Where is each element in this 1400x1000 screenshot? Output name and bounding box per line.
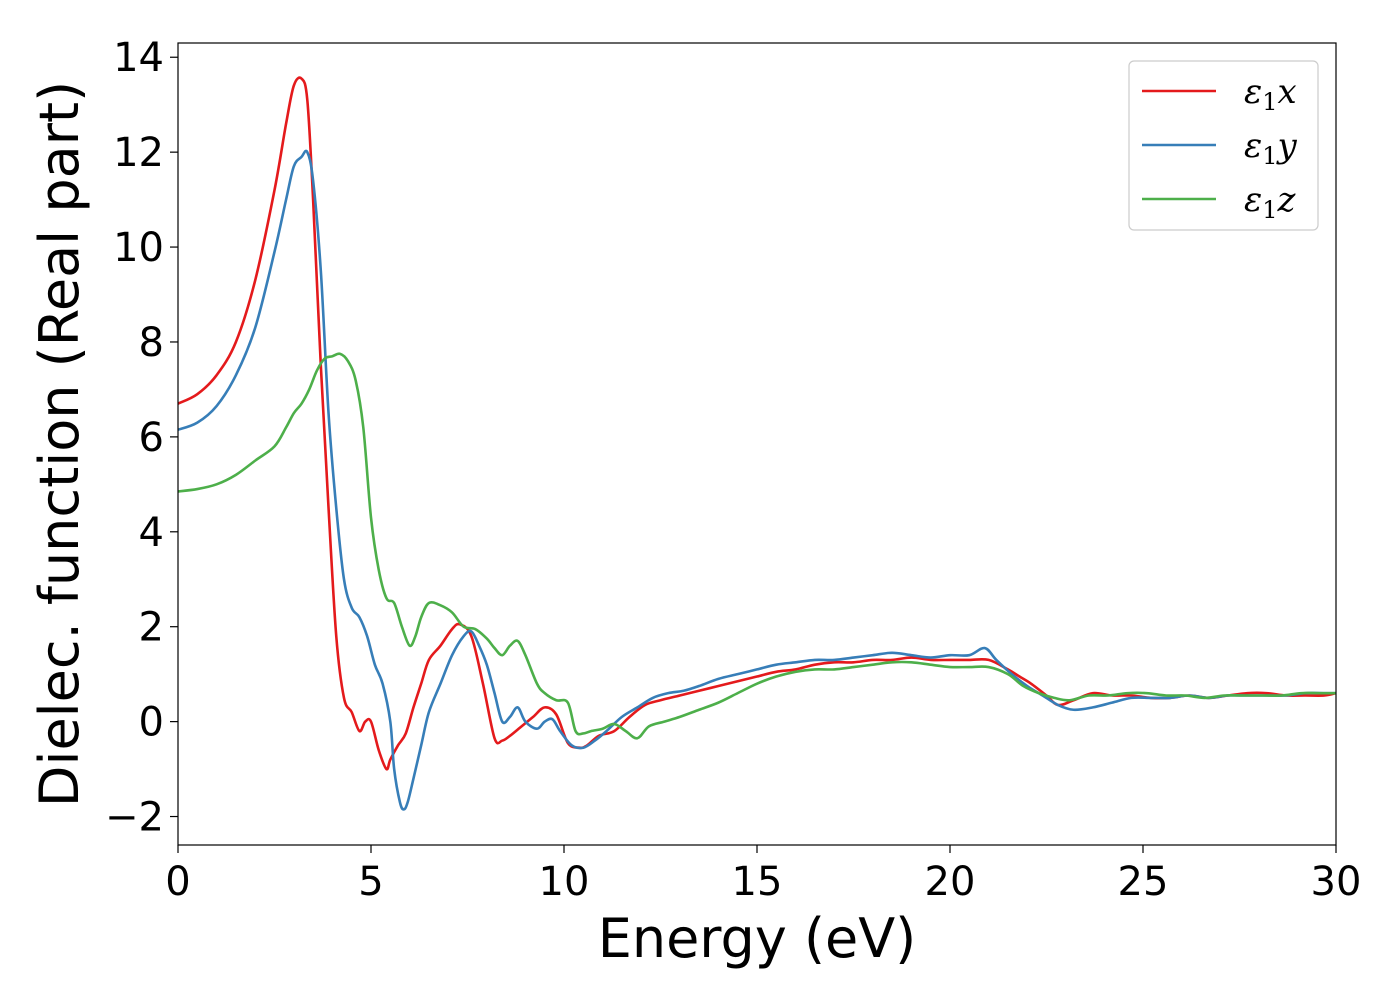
y-tick-label: 2 xyxy=(139,605,164,651)
x-tick-label: 10 xyxy=(539,859,590,905)
series-line-z xyxy=(178,352,1336,740)
x-tick-label: 20 xyxy=(925,859,976,905)
y-tick-label: 12 xyxy=(113,130,164,176)
x-tick-label: 25 xyxy=(1118,859,1169,905)
y-tick-label: 4 xyxy=(139,510,164,556)
x-tick-label: 30 xyxy=(1311,859,1362,905)
legend: ε1x ε1y ε1z xyxy=(1128,60,1319,231)
y-tick-label: −2 xyxy=(105,795,164,841)
y-tick-label: 0 xyxy=(139,700,164,746)
y-axis: −2 0 2 4 6 8 10 12 14 xyxy=(105,35,178,841)
y-tick-label: 8 xyxy=(139,320,164,366)
lines-layer xyxy=(178,76,1336,811)
legend-label-y: ε1y xyxy=(1244,126,1298,170)
x-axis-label: Energy (eV) xyxy=(598,907,917,970)
series-line-y xyxy=(178,149,1336,811)
y-axis-label: Dielec. function (Real part) xyxy=(28,81,91,807)
legend-label-z: ε1z xyxy=(1244,180,1297,224)
legend-label-x: ε1x xyxy=(1244,72,1297,116)
x-tick-label: 5 xyxy=(358,859,383,905)
y-tick-label: 6 xyxy=(139,415,164,461)
y-tick-label: 10 xyxy=(113,225,164,271)
x-axis: 0 5 10 15 20 25 30 xyxy=(165,845,1361,905)
x-tick-label: 0 xyxy=(165,859,190,905)
x-tick-label: 15 xyxy=(732,859,783,905)
legend-box xyxy=(1128,60,1319,231)
y-tick-label: 14 xyxy=(113,35,164,81)
